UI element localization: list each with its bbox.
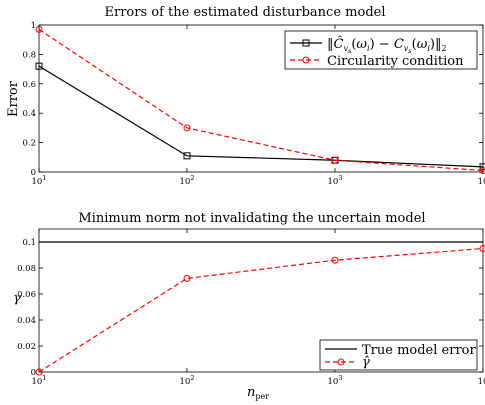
- data-point-circle: [479, 167, 485, 175]
- plot-frame: [38, 228, 484, 373]
- chart-title: Minimum norm not invalidating the uncert…: [78, 211, 425, 226]
- x-tick-label: 103: [328, 374, 343, 387]
- data-point-circle: [331, 156, 339, 164]
- x-tick-label: 10: [478, 377, 485, 387]
- data-point-circle: [35, 368, 43, 376]
- legend-marker-series-2: [302, 56, 310, 64]
- data-point-circle: [479, 245, 485, 252]
- data-point-square: [35, 62, 43, 70]
- legend-label-series-2: Circularity condition: [327, 54, 464, 69]
- legend-label-series-1: True model error: [362, 343, 476, 358]
- legend: ‖Ĉvs(ωi) − Cvs(ωi)‖2 Circularity conditi…: [284, 30, 478, 70]
- y-tick-label: 0.04: [17, 316, 36, 326]
- y-axis-label: γ: [13, 291, 21, 306]
- legend-marker-series-2: [337, 358, 345, 366]
- y-tick-label: 0.1: [22, 238, 36, 248]
- y-axis-label: Error: [6, 80, 21, 117]
- x-tick-label: 103: [328, 174, 343, 187]
- x-tick-label: 101: [32, 174, 47, 187]
- series-group: [35, 25, 485, 175]
- legend-marker-series-1: [302, 39, 310, 47]
- data-point-circle: [331, 256, 339, 264]
- series-line-2: [38, 28, 484, 172]
- chart-top: Errors of the estimated disturbance mode…: [6, 5, 485, 187]
- chart-bottom: Minimum norm not invalidating the uncert…: [13, 211, 485, 401]
- y-tick-label: 0.2: [22, 139, 36, 149]
- legend-box: [319, 339, 478, 371]
- y-tick-label: 0: [31, 168, 36, 178]
- legend-box: [284, 30, 478, 70]
- y-tick-label: 0.02: [17, 342, 36, 352]
- series-line-2: [38, 247, 484, 373]
- tick-group: 101 102 103 10 0 0.2 0.4 0.6 0.8 1: [22, 21, 485, 187]
- data-point-circle: [35, 25, 43, 33]
- legend-label-series-1: ‖Ĉvs(ωi) − Cvs(ωi)‖2: [327, 35, 447, 55]
- x-tick-label: 101: [32, 374, 47, 387]
- y-tick-label: 0.8: [22, 50, 36, 60]
- x-tick-label: 102: [180, 174, 195, 187]
- series-group: [35, 241, 485, 376]
- x-tick-label: 102: [180, 374, 195, 387]
- y-tick-label: 0.6: [22, 80, 36, 90]
- chart-title: Errors of the estimated disturbance mode…: [105, 5, 386, 20]
- y-tick-label: 0.06: [17, 290, 36, 300]
- legend-label-series-2: γ̂: [362, 355, 370, 370]
- y-tick-label: 0.08: [17, 264, 36, 274]
- series-line-1: [38, 65, 484, 168]
- y-tick-label: 0.4: [22, 109, 36, 119]
- x-axis-label: nper: [247, 385, 269, 401]
- x-tick-label: 10: [478, 177, 485, 187]
- plot-frame: [38, 24, 484, 173]
- data-point-circle: [183, 124, 191, 132]
- y-tick-label: 1: [31, 21, 36, 31]
- data-point-square: [183, 152, 191, 160]
- legend: True model error γ̂: [319, 339, 478, 371]
- tick-group: 101 102 103 10 0 0.02 0.04 0.06 0.08 0.1: [17, 229, 485, 387]
- data-point-square: [479, 163, 485, 171]
- data-point-circle: [183, 274, 191, 282]
- y-tick-label: 0: [31, 368, 36, 378]
